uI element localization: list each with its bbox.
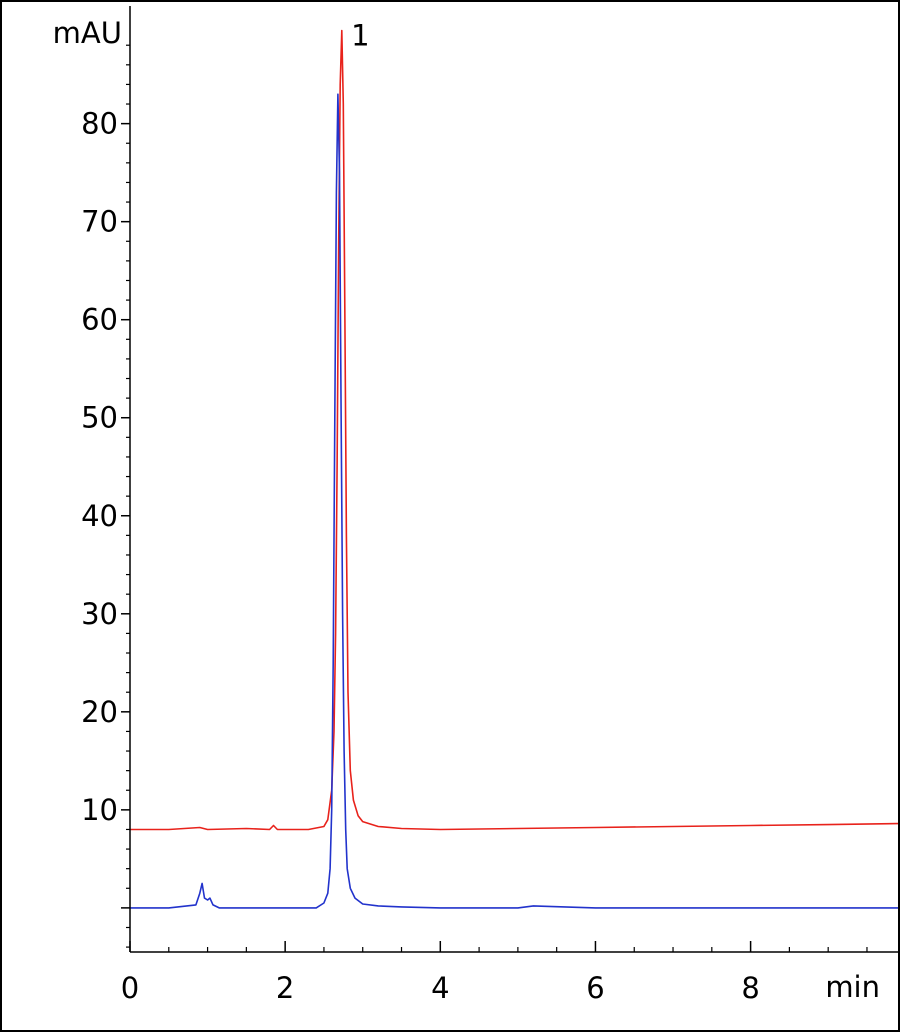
- x-tick-label: 6: [586, 971, 604, 1005]
- y-tick-label: 30: [81, 597, 118, 631]
- series-line-2: [130, 93, 898, 909]
- x-axis-unit-label: min: [825, 970, 880, 1004]
- y-tick-label: 60: [81, 303, 118, 337]
- peak-label: 1: [351, 18, 369, 52]
- labels-layer: mAU min 1: [53, 16, 880, 1004]
- series-line-1: [130, 29, 899, 831]
- x-tick-label: 2: [276, 971, 294, 1005]
- x-tick-label: 4: [431, 971, 449, 1005]
- y-tick-label: 20: [81, 695, 118, 729]
- y-tick-label: 70: [81, 205, 118, 239]
- y-tick-label: 80: [81, 107, 118, 141]
- x-tick-label: 0: [121, 971, 139, 1005]
- ticks-layer: 0 2 4 6 8 10 20 30 40 50 60 70 80: [81, 44, 868, 1005]
- y-tick-label: 50: [81, 401, 118, 435]
- x-tick-label: 8: [741, 971, 759, 1005]
- axes-layer: [129, 6, 899, 953]
- y-axis-unit-label: mAU: [53, 16, 122, 50]
- y-tick-label: 10: [81, 793, 118, 827]
- y-tick-label: 40: [81, 499, 118, 533]
- series-layer: [130, 29, 899, 909]
